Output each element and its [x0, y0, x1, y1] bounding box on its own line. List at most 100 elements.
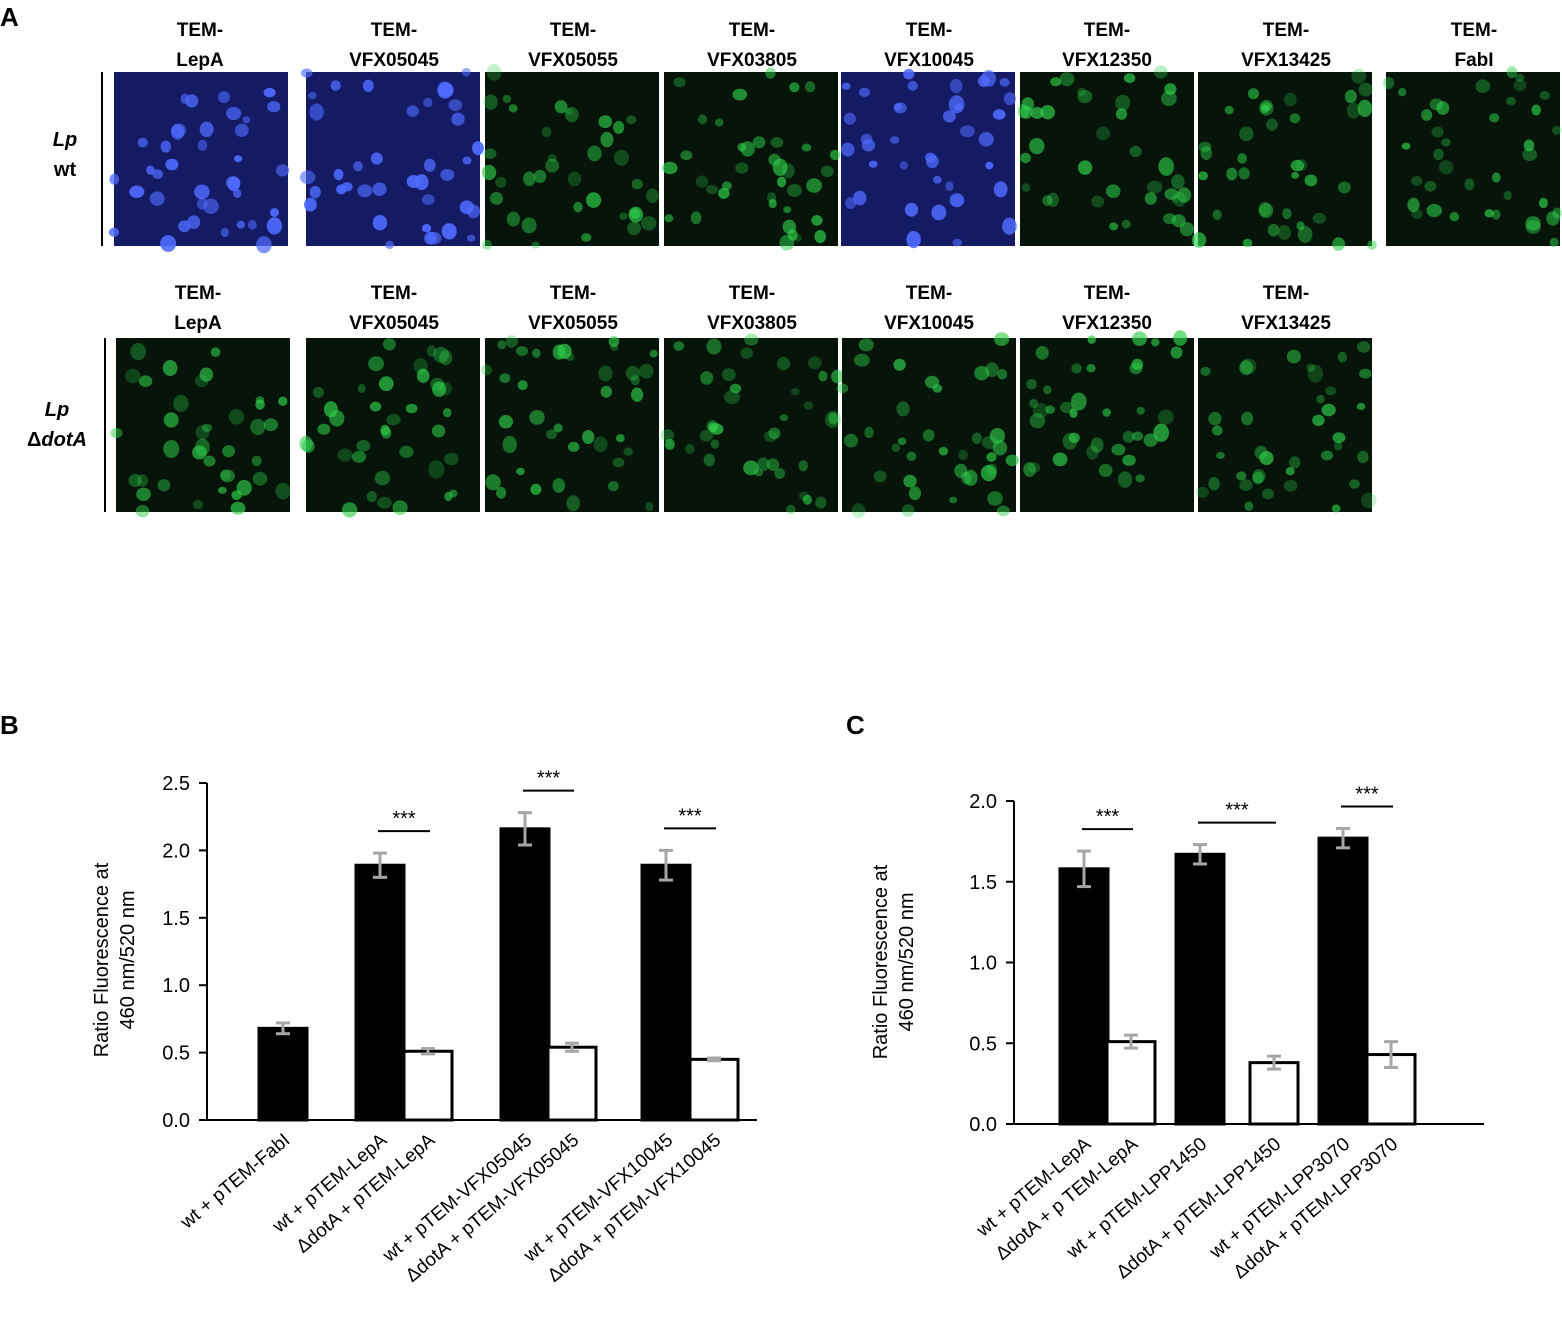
- cell: [234, 155, 243, 163]
- cell: [768, 198, 777, 209]
- cell: [786, 504, 796, 515]
- cell: [299, 170, 316, 185]
- cell: [1030, 106, 1044, 119]
- cell: [1026, 378, 1037, 390]
- cell: [1122, 431, 1135, 443]
- cell: [706, 184, 718, 195]
- cell: [868, 160, 878, 168]
- cell: [820, 165, 834, 178]
- cell: [777, 356, 790, 371]
- cell: [218, 91, 230, 104]
- bar: [1058, 867, 1110, 1126]
- y-tick-label: 1.5: [162, 908, 190, 930]
- cell: [1191, 232, 1207, 248]
- cell: [108, 227, 120, 237]
- cell: [1503, 190, 1512, 201]
- cell: [235, 123, 249, 137]
- cell: [664, 438, 675, 450]
- cell: [1320, 450, 1334, 461]
- row-label-line1: Lp: [52, 129, 78, 151]
- cell: [1424, 181, 1437, 192]
- cell: [438, 82, 454, 98]
- cell: [466, 204, 481, 219]
- cell: [1513, 79, 1527, 91]
- cell: [1042, 195, 1053, 206]
- cell: [1045, 405, 1055, 414]
- cell: [136, 474, 148, 487]
- cell: [1077, 160, 1093, 175]
- cell: [462, 156, 472, 165]
- cell: [1059, 72, 1075, 87]
- cell: [954, 103, 963, 111]
- cell: [897, 437, 907, 446]
- cell: [1146, 180, 1163, 194]
- cell: [308, 92, 317, 100]
- cell-field: [481, 63, 659, 250]
- cell: [199, 121, 214, 137]
- cell: [1282, 208, 1292, 220]
- cell: [1122, 454, 1136, 466]
- y-axis-title: Ratio Fluorescence at: [870, 864, 892, 1059]
- cell: [1200, 366, 1211, 376]
- cell: [980, 464, 997, 482]
- cell: [357, 184, 373, 198]
- cell: [165, 158, 179, 171]
- cell: [431, 424, 446, 438]
- cell: [1098, 463, 1113, 477]
- cell: [1398, 88, 1407, 97]
- cell: [1286, 349, 1301, 364]
- cell: [1321, 403, 1336, 417]
- image-label: TEM- LepA: [176, 20, 224, 71]
- micrograph: [481, 63, 659, 250]
- cell: [356, 440, 371, 452]
- cell: [1475, 79, 1491, 93]
- cell: [754, 468, 763, 477]
- cell: [251, 455, 262, 467]
- cell: [996, 505, 1010, 517]
- cell: [906, 451, 917, 461]
- cell: [926, 154, 939, 169]
- y-axis-title: 460 nm/520 nm: [117, 891, 139, 1030]
- cell: [1546, 211, 1560, 226]
- cell: [1050, 77, 1062, 87]
- cell: [1096, 126, 1110, 141]
- cell: [370, 152, 383, 165]
- cell: [802, 494, 812, 505]
- cell: [631, 387, 644, 402]
- panel-b-letter: B: [0, 710, 19, 740]
- cell: [483, 94, 498, 110]
- cell: [499, 373, 511, 384]
- cell: [593, 436, 608, 453]
- cell: [489, 192, 503, 205]
- cell: [1216, 452, 1225, 459]
- cell: [1464, 178, 1475, 191]
- cell: [1237, 153, 1247, 164]
- cell: [964, 469, 978, 486]
- cell-field: [1023, 330, 1188, 488]
- cell: [1153, 65, 1168, 79]
- cell: [461, 67, 471, 77]
- cell: [553, 423, 563, 433]
- row-divider-dota: [104, 338, 106, 512]
- cell: [859, 87, 871, 97]
- cell: [787, 229, 798, 241]
- cell: [380, 424, 390, 436]
- cell: [1020, 152, 1031, 164]
- cell: [1171, 174, 1185, 189]
- cell: [505, 335, 518, 348]
- cell: [612, 457, 625, 468]
- cell: [949, 78, 963, 94]
- cell: [136, 487, 151, 501]
- bar: [402, 1049, 454, 1122]
- cell: [451, 112, 465, 126]
- bar: [1105, 1040, 1157, 1126]
- micrograph: [480, 335, 659, 512]
- cell: [1087, 335, 1096, 344]
- cell: [1241, 411, 1254, 426]
- cell: [1297, 225, 1313, 243]
- cell: [1032, 403, 1049, 418]
- bar: [1317, 836, 1369, 1126]
- cell: [974, 365, 990, 381]
- cell: [317, 423, 331, 435]
- cell: [1242, 238, 1253, 248]
